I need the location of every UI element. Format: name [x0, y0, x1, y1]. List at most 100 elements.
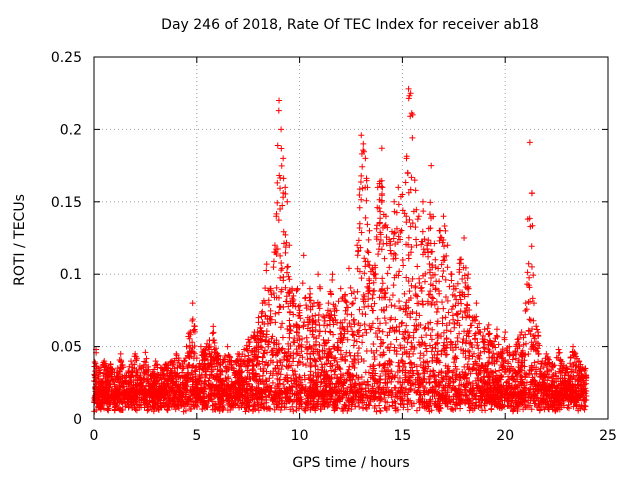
roti-point: [575, 407, 582, 414]
roti-point: [358, 196, 365, 203]
roti-point: [316, 348, 323, 355]
roti-point: [263, 267, 270, 274]
roti-point: [170, 401, 177, 408]
roti-point: [429, 358, 436, 364]
roti-point: [274, 142, 281, 149]
roti-point: [339, 354, 346, 361]
roti-point: [350, 383, 357, 390]
roti-point: [397, 345, 404, 352]
roti-point: [355, 237, 362, 244]
roti-point: [364, 283, 371, 290]
roti-point: [307, 290, 314, 297]
roti-point: [338, 405, 345, 412]
roti-point: [254, 399, 261, 406]
roti-point: [466, 407, 473, 414]
roti-point: [310, 350, 317, 357]
roti-point: [264, 341, 271, 348]
roti-point: [346, 363, 353, 370]
roti-point: [490, 394, 497, 401]
roti-point: [285, 273, 292, 280]
roti-point: [526, 316, 533, 323]
roti-point: [392, 385, 399, 392]
roti-point: [440, 236, 447, 243]
roti-point: [409, 364, 416, 371]
roti-point: [485, 331, 492, 338]
roti-point: [352, 357, 359, 364]
roti-point: [284, 198, 291, 205]
roti-point: [311, 356, 318, 363]
roti-point: [501, 334, 508, 341]
roti-point: [505, 383, 512, 390]
roti-point: [357, 178, 364, 185]
roti-point: [379, 280, 386, 287]
roti-point: [467, 322, 474, 329]
roti-point: [199, 405, 206, 412]
roti-point: [438, 333, 445, 340]
roti-point: [445, 368, 452, 375]
roti-point: [407, 249, 414, 256]
roti-point: [245, 407, 252, 414]
roti-point: [327, 381, 334, 388]
roti-point: [275, 294, 282, 301]
roti-point: [318, 379, 325, 386]
roti-point: [502, 329, 509, 336]
roti-point: [395, 184, 402, 191]
roti-point: [303, 400, 310, 407]
roti-point: [182, 400, 189, 407]
roti-point: [357, 381, 364, 388]
roti-point: [515, 363, 522, 370]
roti-point: [464, 361, 471, 368]
roti-point: [316, 328, 323, 335]
roti-point: [277, 274, 284, 281]
roti-point: [442, 294, 449, 301]
roti-point: [473, 367, 480, 374]
roti-point: [432, 256, 439, 263]
roti-point: [469, 366, 476, 373]
roti-point: [148, 406, 155, 413]
roti-point: [224, 343, 231, 350]
roti-point: [351, 289, 358, 296]
roti-point: [404, 406, 411, 413]
roti-point: [270, 290, 277, 297]
roti-point: [475, 345, 482, 352]
roti-point: [338, 378, 345, 385]
roti-point: [359, 405, 366, 412]
roti-point: [520, 334, 527, 341]
roti-point: [275, 340, 282, 347]
roti-point: [407, 386, 414, 393]
roti-point: [374, 204, 381, 211]
roti-point: [409, 343, 416, 350]
roti-point: [410, 208, 417, 215]
roti-point: [280, 381, 287, 388]
roti-point: [364, 258, 371, 265]
roti-point: [147, 383, 154, 390]
roti-point: [268, 335, 275, 342]
roti-point: [107, 365, 114, 372]
roti-point: [279, 345, 286, 352]
roti-point: [295, 324, 302, 331]
roti-point: [408, 339, 415, 346]
roti-point: [405, 304, 412, 311]
roti-point: [355, 248, 362, 255]
roti-point: [544, 371, 551, 378]
roti-point: [387, 242, 394, 249]
roti-point: [211, 346, 218, 353]
roti-point: [525, 350, 532, 357]
roti-point: [273, 284, 280, 291]
roti-point: [575, 364, 582, 371]
roti-point: [303, 302, 310, 309]
roti-point: [127, 383, 134, 390]
roti-point: [531, 397, 538, 404]
roti-point: [328, 291, 335, 298]
roti-point: [302, 399, 309, 406]
roti-point: [244, 385, 251, 392]
roti-point: [298, 384, 305, 391]
roti-point: [253, 339, 260, 346]
roti-point: [567, 398, 574, 405]
roti-point: [305, 374, 312, 381]
roti-point: [521, 357, 528, 364]
roti-point: [251, 377, 258, 384]
roti-point: [431, 351, 438, 358]
roti-point: [352, 403, 359, 410]
roti-point: [171, 391, 178, 398]
